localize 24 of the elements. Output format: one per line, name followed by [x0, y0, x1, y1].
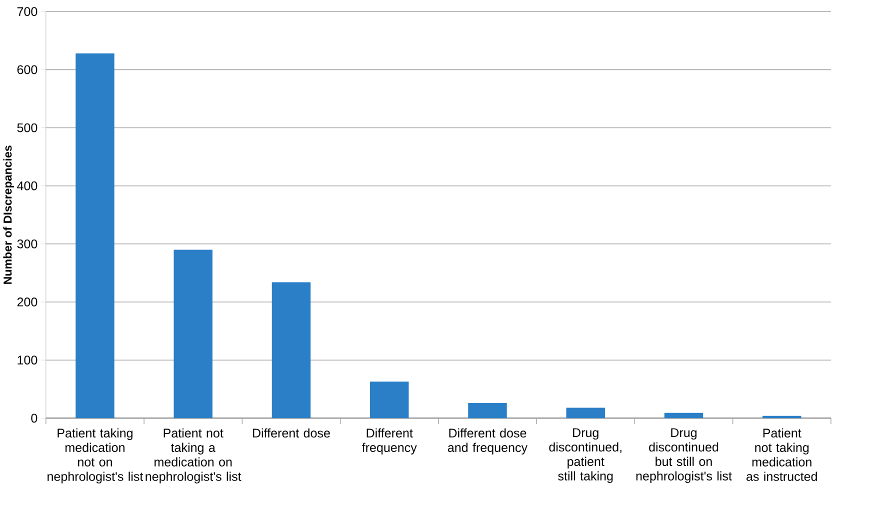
x-tick-label: Patient not taking medication as instructed [746, 428, 817, 482]
bar [76, 54, 114, 418]
x-tick-label: Drug discontinued, patient still taking [549, 428, 622, 484]
y-tick-label: 400 [17, 182, 38, 190]
bar [566, 408, 605, 418]
y-tick-label: 0 [31, 414, 38, 423]
y-tick-label: 700 [17, 7, 38, 16]
bar [370, 382, 409, 418]
y-tick-label: 500 [17, 124, 38, 132]
bar [468, 403, 507, 418]
bar [664, 413, 704, 418]
y-tick-label: 600 [17, 65, 38, 74]
y-tick-label: 300 [17, 240, 38, 249]
x-tick-label: Different dose and frequency [448, 428, 528, 455]
y-axis-title: Number of DIscrepancies [3, 146, 14, 284]
y-tick-label: 100 [18, 356, 38, 365]
x-tick-label: Drug discontinued but still on nephrologist's list [636, 428, 732, 484]
x-tick-label: Patient not taking a medication on nephrologist's list [146, 428, 242, 484]
bar [272, 282, 311, 418]
y-tick-label: 200 [17, 298, 38, 307]
x-tick-label: Different frequency [362, 428, 417, 455]
x-tick-label: Different dose [253, 428, 330, 438]
bar [174, 250, 212, 418]
x-tick-label: Patient taking medication not on nephrologist's list [48, 428, 144, 484]
